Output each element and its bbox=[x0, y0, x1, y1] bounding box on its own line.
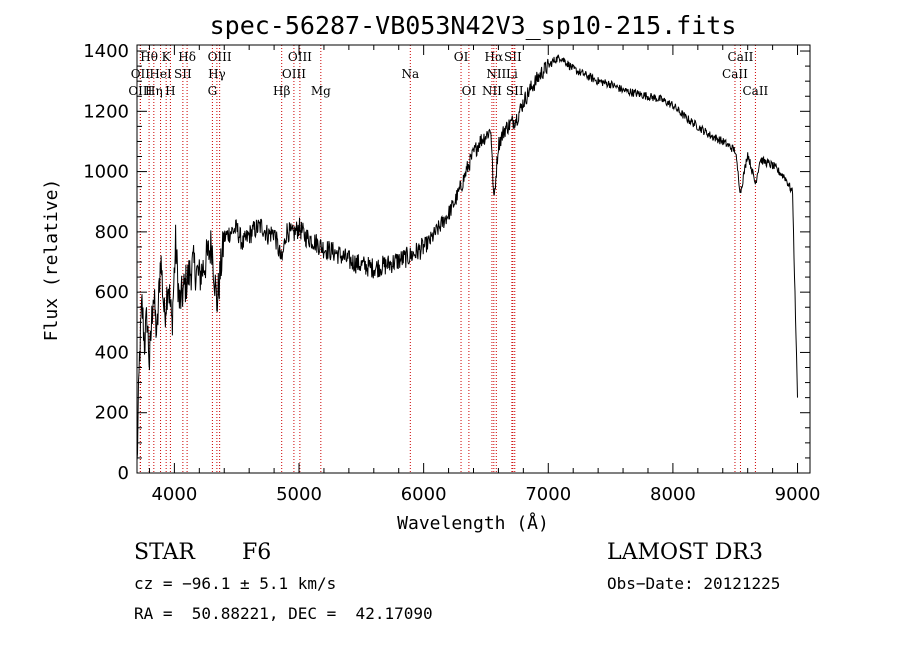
y-axis-ticks: 0 200 400 600 800 1000 1200 1400 bbox=[83, 41, 810, 484]
y-tick-label-3: 600 bbox=[95, 282, 129, 303]
y-axis-label: Flux (relative) bbox=[41, 179, 62, 342]
line-label-15: Mg bbox=[311, 84, 331, 98]
y-tick-label-6: 1200 bbox=[83, 101, 129, 122]
line-label-20: SII bbox=[504, 50, 522, 64]
line-label-14: Hβ bbox=[273, 84, 290, 98]
y-tick-label-1: 200 bbox=[95, 403, 129, 424]
survey-name: LAMOST DR3 bbox=[607, 540, 763, 565]
line-label-1: OII bbox=[131, 67, 151, 81]
x-tick-label-1: 5000 bbox=[276, 484, 322, 505]
plot-frame bbox=[136, 44, 811, 474]
line-label-25: CaII bbox=[728, 50, 754, 64]
obs-date: Obs−Date: 20121225 bbox=[607, 574, 781, 593]
x-tick-label-4: 8000 bbox=[650, 484, 696, 505]
line-label-26: CaII bbox=[722, 67, 748, 81]
line-label-19: Hα bbox=[485, 50, 504, 64]
line-label-21: NII bbox=[486, 67, 506, 81]
line-label-7: SII bbox=[174, 67, 192, 81]
object-subclass: F6 bbox=[242, 540, 272, 565]
line-label-12: OIII bbox=[288, 50, 312, 64]
y-tick-label-7: 1400 bbox=[83, 41, 129, 62]
line-label-4: HeI bbox=[149, 67, 172, 81]
spectrum-series-line bbox=[136, 54, 798, 461]
line-label-3: K bbox=[162, 50, 172, 64]
line-label-10: Hγ bbox=[208, 67, 226, 81]
coordinates-text: RA = 50.88221, DEC = 42.17090 bbox=[134, 604, 433, 623]
line-label-5: Hη bbox=[145, 84, 163, 98]
x-axis-label: Wavelength (Å) bbox=[397, 512, 549, 534]
y-tick-label-4: 800 bbox=[95, 222, 129, 243]
line-label-8: H bbox=[165, 84, 175, 98]
x-tick-label-2: 6000 bbox=[401, 484, 447, 505]
object-class: STAR bbox=[134, 540, 195, 565]
spectral-line-markers: Hθ OII OIII K HeI Hη Hδ SII H OIII Hγ G OIII OIII Hβ Mg… bbox=[128, 45, 769, 473]
chart-title: spec-56287-VB053N42V3_sp10-215.fits bbox=[210, 11, 737, 40]
line-label-27: CaII bbox=[742, 84, 768, 98]
y-tick-label-5: 1000 bbox=[83, 162, 129, 183]
line-label-17: OI bbox=[454, 50, 469, 64]
line-label-13: OIII bbox=[282, 67, 306, 81]
line-label-9: OIII bbox=[208, 50, 232, 64]
line-label-11: G bbox=[208, 84, 218, 98]
line-label-23: NII bbox=[482, 84, 502, 98]
x-tick-label-0: 4000 bbox=[151, 484, 197, 505]
x-axis-ticks: 4000 5000 6000 7000 8000 9000 bbox=[148, 45, 821, 505]
line-label-6: Hδ bbox=[178, 50, 196, 64]
line-label-24: SII bbox=[506, 84, 524, 98]
line-label-0: Hθ bbox=[140, 50, 158, 64]
y-tick-label-0: 0 bbox=[118, 463, 129, 484]
line-label-22: Li bbox=[506, 67, 518, 81]
line-label-16: Na bbox=[401, 67, 419, 81]
line-label-2: OIII bbox=[128, 84, 152, 98]
y-tick-label-2: 400 bbox=[95, 342, 129, 363]
redshift-text: cz = −96.1 ± 5.1 km/s bbox=[134, 574, 337, 593]
line-label-18: OI bbox=[462, 84, 477, 98]
x-tick-label-5: 9000 bbox=[775, 484, 821, 505]
x-tick-label-3: 7000 bbox=[525, 484, 571, 505]
